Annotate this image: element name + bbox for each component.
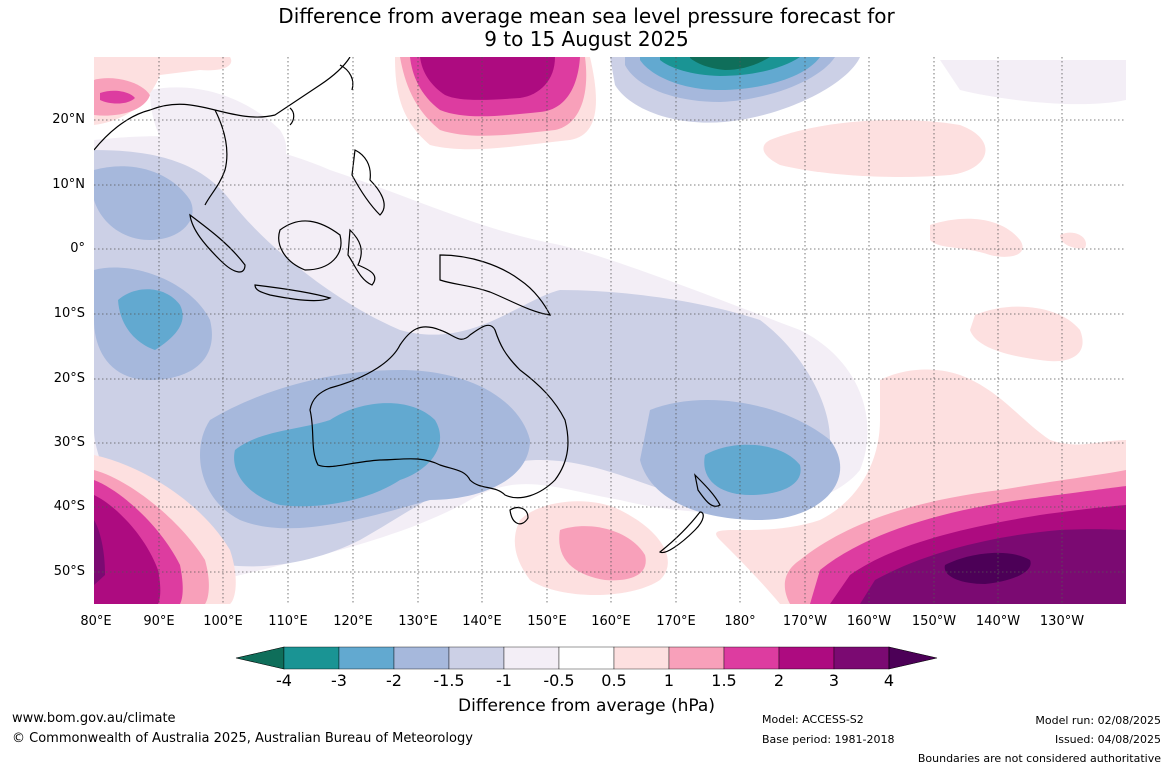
lon-label-150w: 150°W <box>911 614 957 629</box>
colorbar-tick: -4 <box>276 671 292 690</box>
lat-label-40s: 40°S <box>53 499 85 514</box>
colorbar <box>235 646 938 670</box>
colorbar-segment <box>723 646 780 670</box>
colorbar-extend-high <box>888 646 938 670</box>
colorbar-segment <box>503 646 560 670</box>
lat-label-50s: 50°S <box>53 564 85 579</box>
lon-label-130e: 130°E <box>398 614 438 629</box>
colorbar-segment <box>833 646 890 670</box>
lon-label-150e: 150°E <box>527 614 567 629</box>
lon-label-160w: 160°W <box>846 614 892 629</box>
lon-label-180: 180° <box>724 614 756 629</box>
boundaries-disclaimer: Boundaries are not considered authoritat… <box>917 752 1161 765</box>
colorbar-segment <box>668 646 725 670</box>
lat-label-10n: 10°N <box>52 177 85 192</box>
graticule <box>94 57 1126 604</box>
colorbar-title: Difference from average (hPa) <box>458 696 715 716</box>
colorbar-tick: -0.5 <box>543 671 575 690</box>
lat-label-20s: 20°S <box>53 371 85 386</box>
lon-label-140w: 140°W <box>975 614 1021 629</box>
colorbar-segment <box>283 646 340 670</box>
lat-label-0: 0° <box>70 241 85 256</box>
colorbar-segment <box>558 646 615 670</box>
colorbar-segment <box>448 646 505 670</box>
lon-label-140e: 140°E <box>462 614 502 629</box>
lon-label-80e: 80°E <box>80 614 112 629</box>
lon-label-90e: 90°E <box>143 614 175 629</box>
colorbar-tick: 0.5 <box>601 671 627 690</box>
model-name: Model: ACCESS-S2 <box>762 713 864 726</box>
colorbar-tick: -1.5 <box>433 671 465 690</box>
lat-label-30s: 30°S <box>53 435 85 450</box>
lon-label-100e: 100°E <box>203 614 243 629</box>
lon-label-170w: 170°W <box>782 614 828 629</box>
colorbar-tick: 3 <box>828 671 840 690</box>
colorbar-extend-low <box>235 646 285 670</box>
colorbar-segment <box>613 646 670 670</box>
colorbar-tick: 4 <box>883 671 895 690</box>
colorbar-tick: 1.5 <box>711 671 737 690</box>
lat-label-20n: 20°N <box>52 112 85 127</box>
map-title-line1: Difference from average mean sea level p… <box>278 4 895 28</box>
base-period: Base period: 1981-2018 <box>762 733 895 746</box>
copyright-text: © Commonwealth of Australia 2025, Austra… <box>12 731 473 746</box>
coastlines <box>94 57 721 554</box>
colorbar-segment <box>338 646 395 670</box>
lon-label-110e: 110°E <box>268 614 308 629</box>
website-link[interactable]: www.bom.gov.au/climate <box>12 711 176 726</box>
colorbar-tick: -2 <box>386 671 402 690</box>
lon-label-130w: 130°W <box>1039 614 1085 629</box>
issued-date: Issued: 04/08/2025 <box>1054 733 1161 746</box>
colorbar-tick: 1 <box>663 671 675 690</box>
lon-label-120e: 120°E <box>333 614 373 629</box>
map-title-line2: 9 to 15 August 2025 <box>484 27 689 51</box>
lon-label-170e: 170°E <box>656 614 696 629</box>
lat-label-10s: 10°S <box>53 306 85 321</box>
colorbar-tick: 2 <box>773 671 785 690</box>
colorbar-tick: -3 <box>331 671 347 690</box>
colorbar-tick: -1 <box>496 671 512 690</box>
anomaly-contours <box>94 57 1126 604</box>
lon-label-160e: 160°E <box>591 614 631 629</box>
colorbar-segment <box>778 646 835 670</box>
model-run-date: Model run: 02/08/2025 <box>1035 714 1161 727</box>
colorbar-segment <box>393 646 450 670</box>
